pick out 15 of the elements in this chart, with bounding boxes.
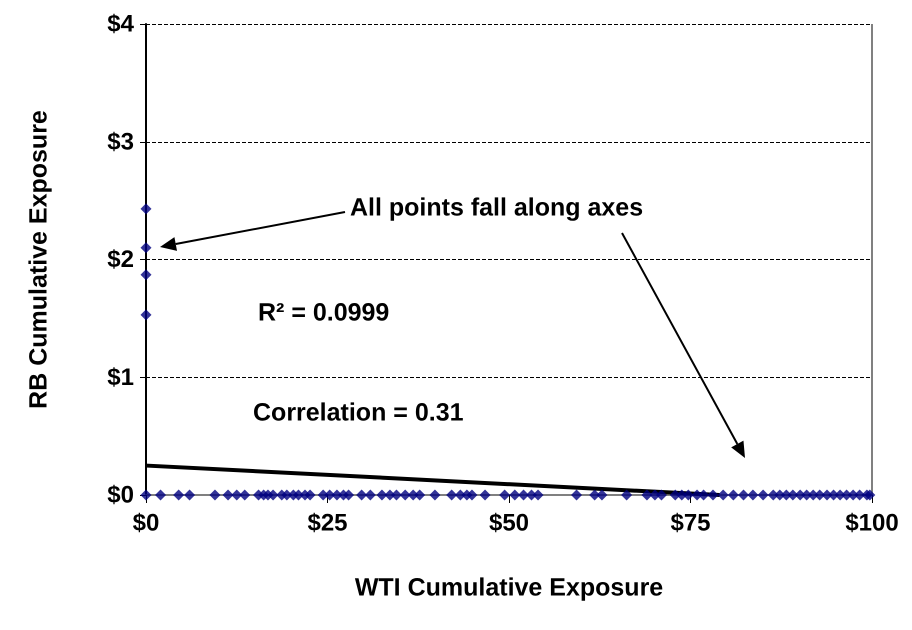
x-tick-label: $0 (132, 510, 160, 536)
annotation: R² = 0.0999 (258, 298, 390, 326)
y-axis-title: RB Cumulative Exposure (24, 110, 52, 409)
y-tick-label: $0 (107, 482, 134, 508)
y-tick-label: $1 (107, 364, 134, 391)
x-axis-title: WTI Cumulative Exposure (354, 574, 664, 602)
annotation: Correlation = 0.31 (253, 398, 464, 426)
x-tick-label: $100 (845, 510, 899, 536)
y-tick-label: $2 (107, 246, 134, 273)
y-tick-label: $4 (107, 10, 135, 38)
annotation: All points fall along axes (350, 194, 644, 222)
x-tick-label: $50 (488, 510, 530, 536)
y-tick-label: $3 (107, 128, 134, 156)
x-tick-label: $25 (307, 510, 348, 536)
x-tick-label: $75 (670, 510, 711, 536)
